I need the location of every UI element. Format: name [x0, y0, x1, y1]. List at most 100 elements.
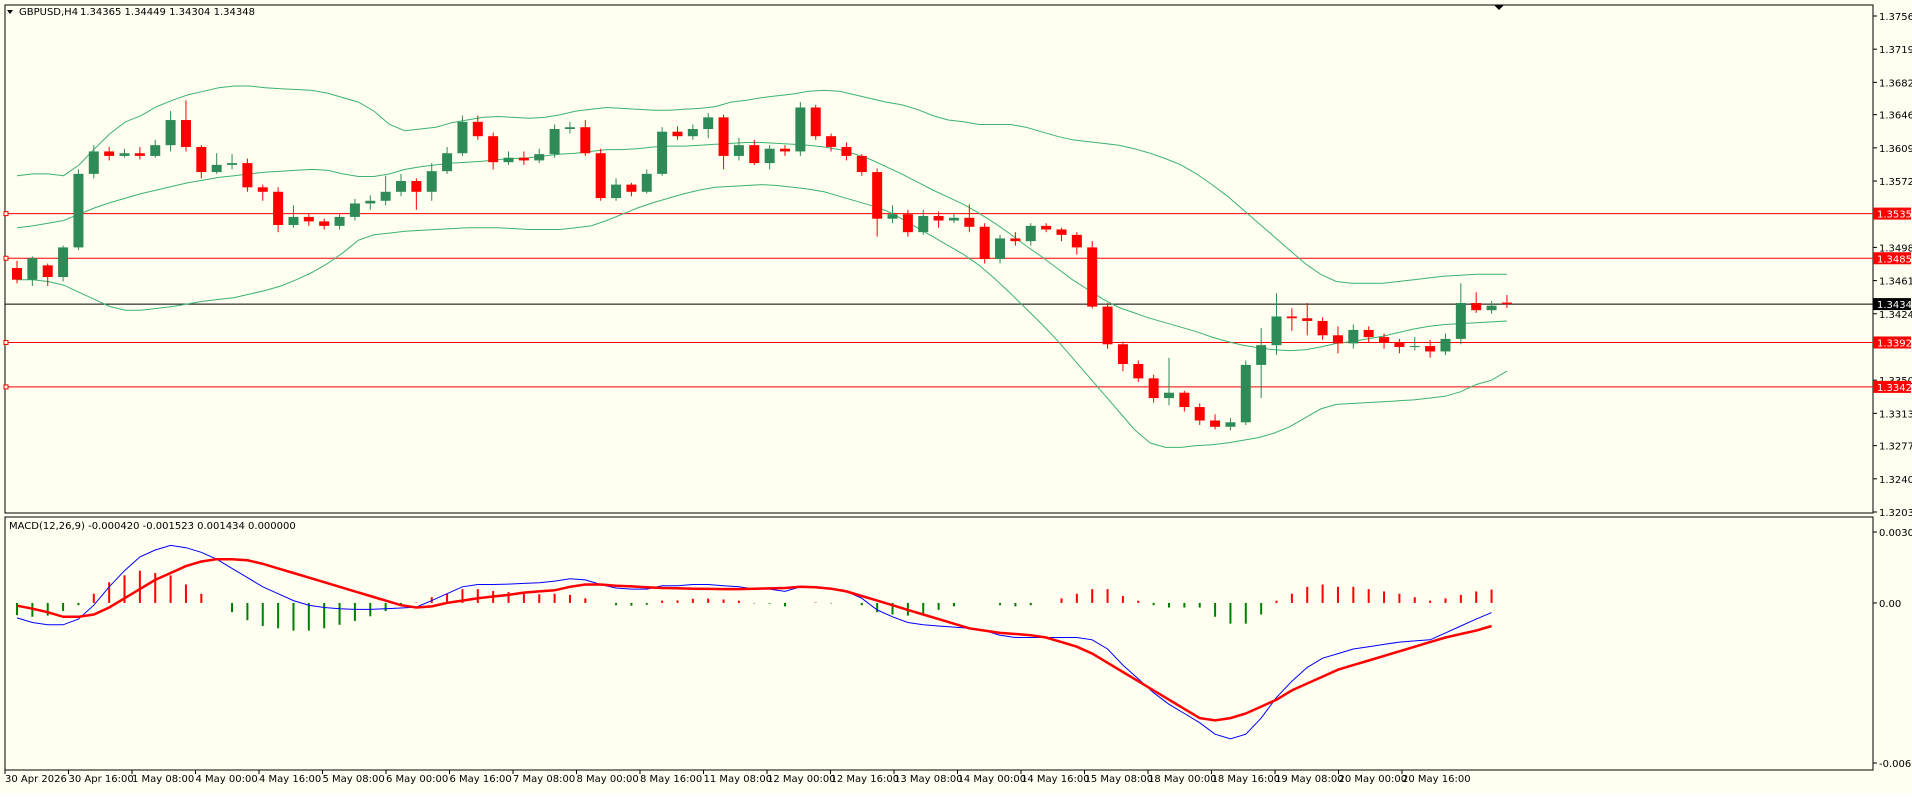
- price-tick-label: 1.32770: [1879, 442, 1912, 453]
- candle-body: [165, 120, 176, 146]
- candle-body: [1194, 407, 1205, 421]
- candle-body: [641, 173, 652, 192]
- candle-body: [180, 120, 191, 147]
- candle-body: [1348, 329, 1359, 344]
- candle-body: [1501, 302, 1512, 305]
- candle-body: [1425, 346, 1436, 352]
- candle-body: [58, 247, 69, 278]
- candle-body: [826, 136, 837, 147]
- level-anchor-icon: [3, 339, 9, 345]
- candle-body: [472, 121, 483, 137]
- candle-body: [288, 216, 299, 225]
- candle-body: [349, 203, 360, 217]
- candle-body: [918, 216, 929, 233]
- time-tick-label: 19 May 08:00: [1275, 774, 1344, 785]
- candle-body: [303, 216, 314, 222]
- time-tick-label: 14 May 00:00: [958, 774, 1027, 785]
- candle-body: [1440, 338, 1451, 352]
- level-price-label-bg: [1873, 252, 1911, 265]
- time-tick-label: 20 May 16:00: [1402, 774, 1471, 785]
- candle-body: [134, 153, 145, 156]
- candle-body: [396, 181, 406, 192]
- time-tick-label: 14 May 16:00: [1021, 774, 1090, 785]
- time-tick-label: 4 May 16:00: [259, 774, 321, 785]
- candle-body: [334, 216, 345, 226]
- candle-body: [1041, 225, 1052, 230]
- price-tick-label: 1.36090: [1879, 144, 1912, 155]
- candle-body: [933, 216, 944, 221]
- candle-body: [503, 157, 514, 163]
- time-tick-label: 12 May 16:00: [831, 774, 900, 785]
- time-tick-label: 15 May 08:00: [1085, 774, 1154, 785]
- candle-body: [810, 107, 821, 137]
- candle-body: [902, 214, 913, 233]
- time-tick-label: 8 May 16:00: [640, 774, 702, 785]
- time-tick-label: 5 May 08:00: [323, 774, 385, 785]
- time-tick-label: 20 May 00:00: [1339, 774, 1408, 785]
- candle-body: [457, 121, 468, 154]
- candle-body: [948, 217, 959, 221]
- price-tick-label: 1.34980: [1879, 243, 1912, 254]
- time-tick-label: 18 May 16:00: [1212, 774, 1281, 785]
- candle-body: [626, 184, 637, 192]
- candle-body: [150, 145, 161, 156]
- time-tick-label: 7 May 08:00: [513, 774, 575, 785]
- candle-body: [1302, 318, 1313, 321]
- candle-body: [995, 238, 1006, 260]
- time-tick-label: 6 May 00:00: [386, 774, 448, 785]
- signal-line: [16, 557, 1492, 722]
- candle-body: [795, 107, 806, 152]
- time-tick-label: 18 May 00:00: [1148, 774, 1217, 785]
- bollinger-upper-line: [16, 85, 1507, 284]
- candle-body: [580, 127, 591, 154]
- candle-body: [27, 258, 38, 280]
- candle-body: [657, 131, 668, 174]
- time-tick-label: 8 May 00:00: [577, 774, 639, 785]
- candle-body: [1133, 364, 1144, 379]
- triangle-down-icon[interactable]: [7, 10, 13, 14]
- price-tick-label: 1.33130: [1879, 409, 1912, 420]
- price-tick-label: 1.36820: [1879, 78, 1912, 89]
- candle-body: [1071, 234, 1082, 248]
- level-anchor-icon: [3, 384, 9, 390]
- candle-body: [718, 117, 729, 156]
- candlesticks: [12, 100, 1512, 431]
- time-tick-label: 13 May 08:00: [894, 774, 963, 785]
- price-tick-label: 1.32400: [1879, 475, 1912, 486]
- candle-body: [442, 153, 453, 172]
- candle-body: [227, 163, 238, 165]
- price-tick-label: 1.32030: [1879, 508, 1912, 519]
- candle-body: [380, 191, 391, 201]
- candle-body: [319, 221, 330, 226]
- price-tick-label: 1.37560: [1879, 12, 1912, 23]
- candle-body: [518, 157, 529, 161]
- candle-body: [887, 214, 898, 219]
- candle-body: [611, 184, 622, 199]
- candle-body: [1379, 337, 1390, 343]
- candle-body: [1486, 305, 1497, 311]
- level-price-label-bg: [1873, 207, 1911, 220]
- time-tick-label: 1 May 08:00: [132, 774, 194, 785]
- candle-body: [1148, 378, 1159, 399]
- candle-body: [764, 148, 775, 164]
- candle-body: [1409, 346, 1420, 348]
- candle-body: [733, 145, 744, 156]
- macd-axis: 0.003081 0.00 -0.006951: [1873, 528, 1912, 770]
- candle-body: [1010, 238, 1021, 242]
- candle-body: [687, 129, 698, 137]
- macd-header: MACD(12,26,9) -0.000420 -0.001523 0.0014…: [9, 521, 296, 532]
- candle-body: [42, 265, 53, 278]
- candle-body: [196, 146, 207, 173]
- candle-body: [1117, 344, 1128, 365]
- symbol-timeframe: GBPUSD,H4: [19, 7, 78, 18]
- level-price-label: 1.33920: [1877, 338, 1912, 349]
- level-price-label: 1.33425: [1877, 383, 1912, 394]
- chart-header: GBPUSD,H4 1.34365 1.34449 1.34304 1.3434…: [7, 5, 1504, 18]
- candle-body: [872, 172, 883, 219]
- current-price-label-bg: [1873, 298, 1911, 311]
- candle-body: [488, 136, 499, 163]
- shift-marker-icon[interactable]: [1494, 5, 1504, 10]
